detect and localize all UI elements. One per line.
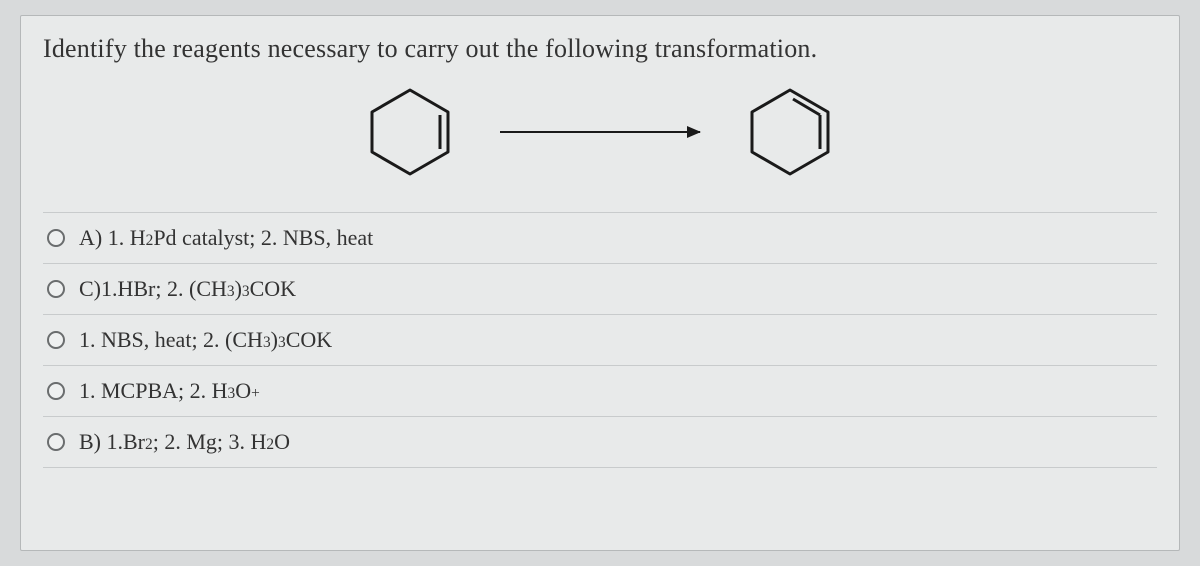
text: COK (286, 327, 332, 353)
option-mcpba[interactable]: 1. MCPBA; 2. H3O+ (43, 366, 1157, 417)
reaction-diagram (43, 82, 1157, 182)
radio-icon[interactable] (47, 433, 65, 451)
text: Pd catalyst; 2. NBS, heat (153, 225, 373, 251)
question-prompt: Identify the reagents necessary to carry… (43, 34, 1157, 64)
radio-icon[interactable] (47, 331, 65, 349)
text: A) 1. H (79, 225, 146, 251)
radio-icon[interactable] (47, 382, 65, 400)
product-cyclohexadiene (740, 82, 840, 182)
sub: 2 (266, 436, 274, 454)
sub: 3 (242, 283, 250, 301)
option-b[interactable]: B) 1.Br2; 2. Mg; 3. H2O (43, 417, 1157, 468)
sup: + (251, 385, 260, 403)
question-panel: Identify the reagents necessary to carry… (20, 15, 1180, 551)
radio-icon[interactable] (47, 229, 65, 247)
text: 1. MCPBA; 2. H (79, 378, 228, 404)
sub: 2 (146, 232, 154, 250)
option-label: C)1.HBr; 2. (CH3)3COK (79, 276, 296, 302)
option-label: 1. MCPBA; 2. H3O+ (79, 378, 260, 404)
option-label: A) 1. H2 Pd catalyst; 2. NBS, heat (79, 225, 373, 251)
sub: 3 (227, 283, 235, 301)
text: C)1.HBr; 2. (CH (79, 276, 227, 302)
reactant-cyclohexene (360, 82, 460, 182)
option-a[interactable]: A) 1. H2 Pd catalyst; 2. NBS, heat (43, 212, 1157, 264)
sub: 3 (278, 334, 286, 352)
text: COK (250, 276, 296, 302)
option-label: 1. NBS, heat; 2. (CH3)3COK (79, 327, 332, 353)
reaction-arrow (500, 131, 700, 133)
option-nbs[interactable]: 1. NBS, heat; 2. (CH3)3COK (43, 315, 1157, 366)
text: 1. NBS, heat; 2. (CH (79, 327, 263, 353)
text: O (274, 429, 290, 455)
text: ) (271, 327, 278, 353)
option-label: B) 1.Br2; 2. Mg; 3. H2O (79, 429, 290, 455)
text: ) (235, 276, 242, 302)
sub: 3 (263, 334, 271, 352)
radio-icon[interactable] (47, 280, 65, 298)
answer-options: A) 1. H2 Pd catalyst; 2. NBS, heat C)1.H… (43, 212, 1157, 468)
text: ; 2. Mg; 3. H (153, 429, 267, 455)
option-c[interactable]: C)1.HBr; 2. (CH3)3COK (43, 264, 1157, 315)
text: O (235, 378, 251, 404)
sub: 3 (228, 385, 236, 403)
sub: 2 (145, 436, 153, 454)
text: B) 1.Br (79, 429, 145, 455)
